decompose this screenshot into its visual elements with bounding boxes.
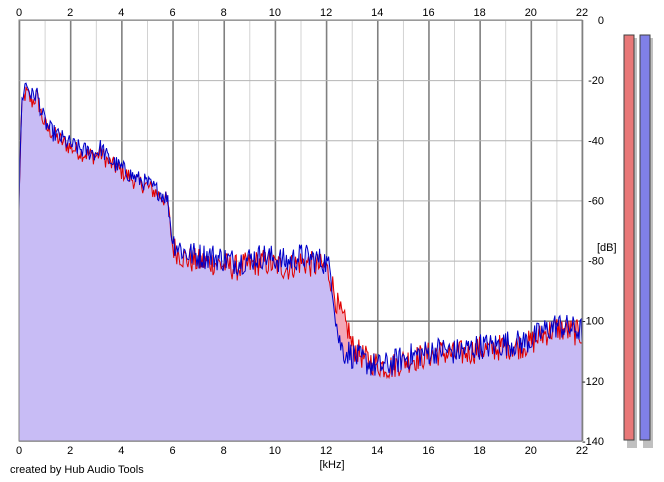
credit-text: created by Hub Audio Tools (10, 464, 144, 476)
level-meters (623, 34, 653, 448)
y-tick-label: -80 (588, 256, 604, 268)
x-tick-label-bottom: 18 (474, 445, 486, 457)
x-tick-label-top: 8 (221, 7, 227, 19)
y-tick-label: -20 (588, 75, 604, 87)
y-tick-label: -40 (588, 135, 604, 147)
meter-left (623, 34, 635, 441)
x-tick-label-top: 2 (67, 7, 73, 19)
x-tick-label-bottom: 0 (16, 445, 22, 457)
y-tick-labels: 0 -20 -40 -60 -80 -100 -120 -140 (582, 15, 604, 448)
y-tick-label: -60 (588, 195, 604, 207)
x-tick-label-top: 20 (525, 7, 537, 19)
x-tick-label-top: 14 (371, 7, 383, 19)
x-tick-label-bottom: 16 (422, 445, 434, 457)
x-tick-label-top: 12 (320, 7, 332, 19)
x-tick-label-bottom: 22 (576, 445, 588, 457)
spectrum-line-left (18, 86, 583, 380)
x-tick-label-bottom: 4 (118, 445, 124, 457)
x-tick-label-bottom: 20 (525, 445, 537, 457)
x-tick-label-top: 16 (422, 7, 434, 19)
x-tick-label-top: 10 (269, 7, 281, 19)
y-tick-label: 0 (598, 15, 604, 27)
x-axis-label: [kHz] (319, 459, 344, 471)
y-tick-label: -140 (582, 436, 604, 448)
x-tick-labels-bottom: 0 2 4 6 8 10 12 14 16 18 20 22 (16, 445, 588, 457)
plot-frame (18, 19, 583, 442)
spectrum-line-right (18, 82, 583, 376)
x-tick-label-bottom: 2 (67, 445, 73, 457)
x-tick-label-top: 4 (118, 7, 124, 19)
x-tick-label-top: 0 (16, 7, 22, 19)
x-tick-label-bottom: 6 (169, 445, 175, 457)
x-tick-label-bottom: 14 (371, 445, 383, 457)
x-tick-labels-top: 0 2 4 6 8 10 12 14 16 18 20 22 (16, 7, 588, 19)
y-tick-label: -120 (582, 376, 604, 388)
y-axis-label: [dB] (597, 242, 617, 254)
x-tick-label-bottom: 10 (269, 445, 281, 457)
x-tick-label-top: 18 (474, 7, 486, 19)
y-tick-label: -100 (582, 316, 604, 328)
x-tick-label-top: 6 (169, 7, 175, 19)
meter-right (639, 34, 651, 441)
x-tick-label-bottom: 12 (320, 445, 332, 457)
x-tick-label-top: 22 (576, 7, 588, 19)
x-tick-label-bottom: 8 (221, 445, 227, 457)
spectrum-lines (18, 82, 583, 380)
